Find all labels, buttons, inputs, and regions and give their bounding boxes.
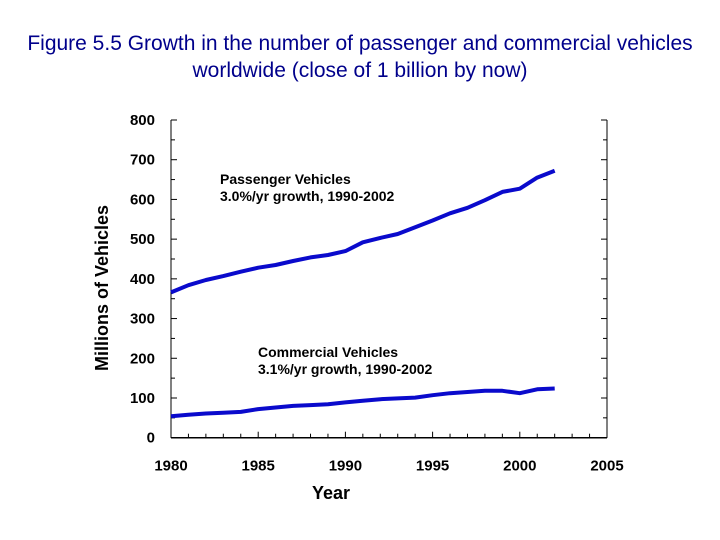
series-annotation: Passenger Vehicles [220,171,351,187]
x-tick-label: 2000 [503,458,536,475]
series-annotation: 3.1%/yr growth, 1990-2002 [258,361,433,377]
series-line-passenger [170,168,556,295]
chart-title: Figure 5.5 Growth in the number of passe… [27,32,693,82]
x-tick-label: 1990 [329,458,362,475]
y-tick-label: 0 [147,430,155,447]
y-tick-label: 300 [130,311,155,328]
x-axis-label: Year [312,483,350,503]
y-tick-label: 100 [130,390,155,407]
x-tick-label: 1985 [242,458,275,475]
x-tick-label: 2005 [590,458,623,475]
y-axis-label: Millions of Vehicles [92,205,112,371]
x-tick-label: 1995 [416,458,449,475]
y-tick-label: 200 [130,350,155,367]
x-tick-label: 1980 [154,458,187,475]
series-line-commercial [170,386,555,419]
y-tick-label: 400 [130,271,155,288]
y-tick-label: 800 [130,112,155,129]
y-tick-label: 500 [130,231,155,248]
y-tick-label: 600 [130,191,155,208]
series-annotation: Commercial Vehicles [258,344,398,360]
y-tick-label: 700 [130,152,155,169]
series-annotation: 3.0%/yr growth, 1990-2002 [220,188,395,204]
